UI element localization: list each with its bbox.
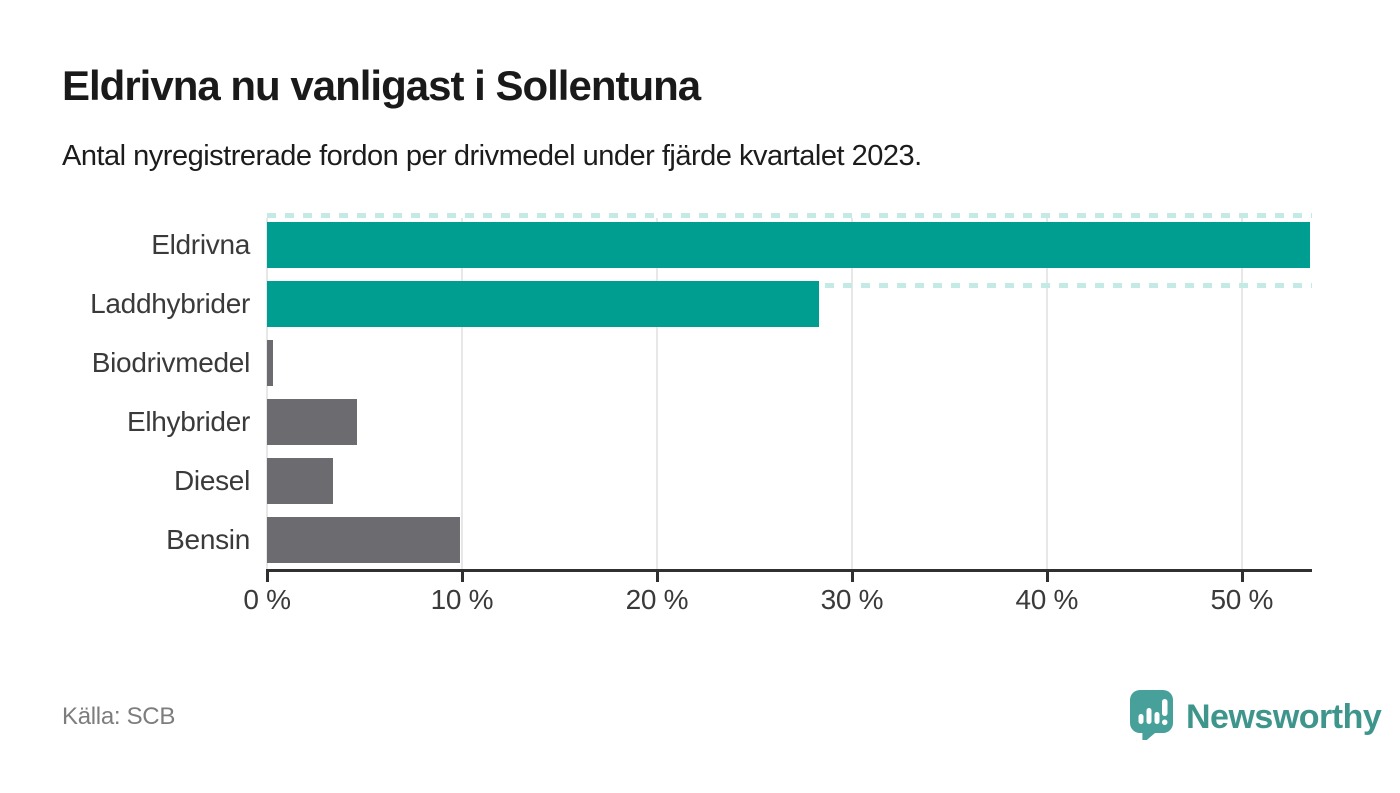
x-axis-tick-30: [850, 569, 854, 582]
x-axis-line: [267, 569, 1312, 572]
x-tick-label-50: 50 %: [1210, 584, 1274, 615]
x-axis-tick-40: [1045, 569, 1049, 582]
x-tick-label-10: 10 %: [430, 584, 494, 615]
bar-eldrivna: [267, 222, 1311, 268]
dashed-guide-line: [267, 213, 1312, 218]
gridline-50: [1240, 218, 1243, 569]
x-tick-label-20: 20 %: [625, 584, 689, 615]
gridline-30: [850, 218, 853, 569]
chart-subtitle: Antal nyregistrerade fordon per drivmede…: [62, 140, 922, 172]
category-label-elhybrider: Elhybrider: [126, 406, 250, 437]
page-title: Eldrivna nu vanligast i Sollentuna: [62, 62, 701, 109]
gridline-0: [266, 218, 268, 569]
category-labels: Eldrivna Laddhybrider Biodrivmedel Elhybrid…: [0, 218, 250, 569]
x-tick-label-30: 30 %: [820, 584, 884, 615]
bar-laddhybrider: [267, 281, 819, 327]
category-label-biodrivmedel: Biodrivmedel: [91, 347, 251, 378]
category-label-eldrivna: Eldrivna: [151, 229, 250, 260]
category-label-bensin: Bensin: [166, 524, 250, 555]
x-tick-label-40: 40 %: [1015, 584, 1079, 615]
bar-elhybrider: [267, 399, 357, 445]
newsworthy-logo-icon: [1128, 688, 1175, 745]
x-axis-tick-10: [460, 569, 464, 582]
category-label-diesel: Diesel: [173, 465, 250, 496]
plot-area: 0 % 10 % 20 % 30 % 40 % 50 %: [243, 213, 1312, 615]
gridline-40: [1045, 218, 1048, 569]
bar-diesel: [267, 458, 334, 504]
x-axis-tick-50: [1240, 569, 1244, 582]
x-axis-tick-0: [266, 569, 269, 582]
x-axis-tick-20: [655, 569, 659, 582]
brand-logo: Newsworthy: [1128, 688, 1382, 745]
gridline-20: [655, 218, 658, 569]
category-label-laddhybrider: Laddhybrider: [90, 288, 250, 319]
brand-name: Newsworthy: [1186, 697, 1382, 736]
source-note: Källa: SCB: [62, 703, 176, 730]
bar-bensin: [267, 517, 460, 563]
gridline-10: [460, 218, 463, 569]
bar-biodrivmedel: [267, 340, 273, 386]
x-tick-label-0: 0 %: [243, 584, 291, 615]
